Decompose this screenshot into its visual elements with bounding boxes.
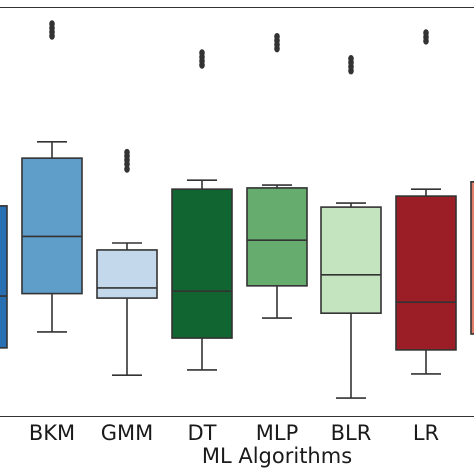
box-group-edge-7 bbox=[470, 181, 474, 335]
box-edge-0 bbox=[0, 205, 8, 349]
box-blr bbox=[320, 206, 382, 314]
box-group-bkm bbox=[21, 20, 83, 333]
x-tick-label-dt: DT bbox=[188, 421, 217, 445]
box-group-blr bbox=[320, 54, 382, 399]
x-tick-label-blr: BLR bbox=[331, 421, 372, 445]
outlier-point bbox=[199, 49, 205, 57]
box-bkm bbox=[21, 157, 83, 295]
box-group-lr bbox=[395, 29, 457, 375]
box-mlp bbox=[246, 187, 308, 287]
box-dt bbox=[171, 188, 233, 339]
box-group-dt bbox=[171, 49, 233, 371]
outlier-point bbox=[423, 29, 429, 37]
box-gmm bbox=[96, 249, 158, 299]
boxes-layer bbox=[0, 20, 474, 399]
x-ticks: BKM GMM DT MLP BLR LR bbox=[29, 421, 439, 445]
x-tick-label-lr: LR bbox=[413, 421, 439, 445]
box-group-gmm bbox=[96, 148, 158, 377]
x-tick-label-mlp: MLP bbox=[256, 421, 298, 445]
outlier-point bbox=[348, 54, 354, 63]
box-group-edge-0 bbox=[0, 205, 8, 349]
x-axis-title: ML Algorithms bbox=[202, 444, 352, 468]
box-group-mlp bbox=[246, 32, 308, 319]
x-tick-label-gmm: GMM bbox=[101, 421, 154, 445]
box-lr bbox=[395, 195, 457, 351]
outlier-point bbox=[124, 148, 130, 157]
box-edge-7 bbox=[470, 181, 474, 335]
outlier-point bbox=[49, 20, 55, 28]
x-tick-label-bkm: BKM bbox=[29, 421, 75, 445]
outlier-point bbox=[274, 32, 280, 41]
